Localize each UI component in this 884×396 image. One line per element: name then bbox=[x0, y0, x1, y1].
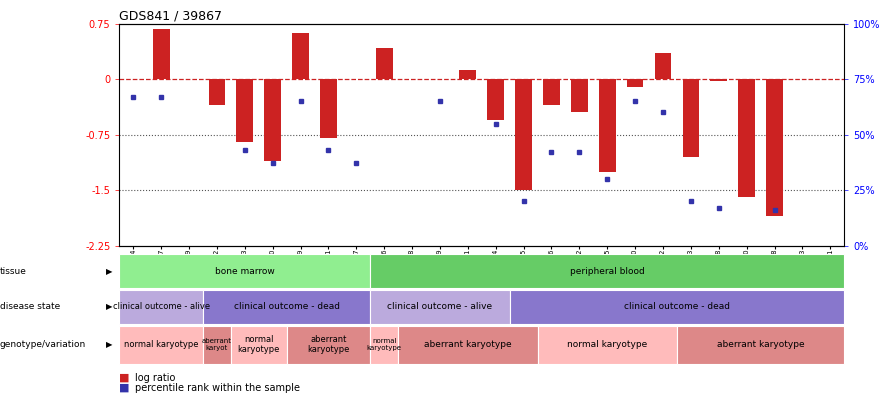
Bar bbox=[515, 79, 532, 190]
Bar bbox=[320, 79, 337, 138]
Bar bbox=[264, 79, 281, 160]
Bar bbox=[153, 29, 170, 79]
Bar bbox=[119, 254, 370, 288]
Bar bbox=[598, 79, 615, 171]
Text: ■: ■ bbox=[119, 383, 130, 393]
Text: ▶: ▶ bbox=[105, 340, 112, 349]
Bar bbox=[510, 290, 844, 324]
Text: tissue: tissue bbox=[0, 267, 27, 276]
Bar bbox=[711, 79, 728, 81]
Text: percentile rank within the sample: percentile rank within the sample bbox=[135, 383, 301, 393]
Bar bbox=[487, 79, 504, 120]
Text: aberrant karyotype: aberrant karyotype bbox=[717, 340, 804, 349]
Bar bbox=[738, 79, 755, 198]
Text: normal karyotype: normal karyotype bbox=[124, 340, 198, 349]
Text: GDS841 / 39867: GDS841 / 39867 bbox=[119, 10, 223, 23]
Bar bbox=[655, 53, 671, 79]
Text: clinical outcome - dead: clinical outcome - dead bbox=[233, 303, 339, 311]
Text: genotype/variation: genotype/variation bbox=[0, 340, 87, 349]
Text: aberrant
karyotype: aberrant karyotype bbox=[308, 335, 350, 354]
Bar bbox=[682, 79, 699, 157]
Bar bbox=[203, 290, 370, 324]
Bar bbox=[119, 326, 203, 364]
Text: normal
karyotype: normal karyotype bbox=[367, 338, 401, 351]
Text: clinical outcome - alive: clinical outcome - alive bbox=[387, 303, 492, 311]
Text: log ratio: log ratio bbox=[135, 373, 176, 383]
Bar bbox=[627, 79, 644, 87]
Text: ■: ■ bbox=[119, 373, 130, 383]
Text: ▶: ▶ bbox=[105, 303, 112, 311]
Text: clinical outcome - dead: clinical outcome - dead bbox=[624, 303, 730, 311]
Text: normal karyotype: normal karyotype bbox=[568, 340, 647, 349]
Bar bbox=[370, 290, 510, 324]
Bar bbox=[236, 79, 253, 142]
Text: normal
karyotype: normal karyotype bbox=[238, 335, 280, 354]
Bar bbox=[571, 79, 588, 112]
Bar bbox=[293, 33, 309, 79]
Bar bbox=[203, 326, 231, 364]
Bar bbox=[398, 326, 537, 364]
Bar bbox=[766, 79, 783, 216]
Bar bbox=[370, 254, 844, 288]
Bar bbox=[231, 326, 286, 364]
Text: bone marrow: bone marrow bbox=[215, 267, 275, 276]
Bar bbox=[370, 326, 398, 364]
Text: aberrant karyotype: aberrant karyotype bbox=[424, 340, 512, 349]
Bar bbox=[543, 79, 560, 105]
Text: disease state: disease state bbox=[0, 303, 60, 311]
Bar bbox=[537, 326, 677, 364]
Bar bbox=[119, 290, 203, 324]
Bar bbox=[376, 48, 392, 79]
Bar bbox=[209, 79, 225, 105]
Text: peripheral blood: peripheral blood bbox=[570, 267, 644, 276]
Bar bbox=[286, 326, 370, 364]
Text: ▶: ▶ bbox=[105, 267, 112, 276]
Bar bbox=[460, 70, 476, 79]
Bar bbox=[677, 326, 844, 364]
Text: clinical outcome - alive: clinical outcome - alive bbox=[112, 303, 210, 311]
Text: aberrant
karyot: aberrant karyot bbox=[202, 338, 232, 351]
